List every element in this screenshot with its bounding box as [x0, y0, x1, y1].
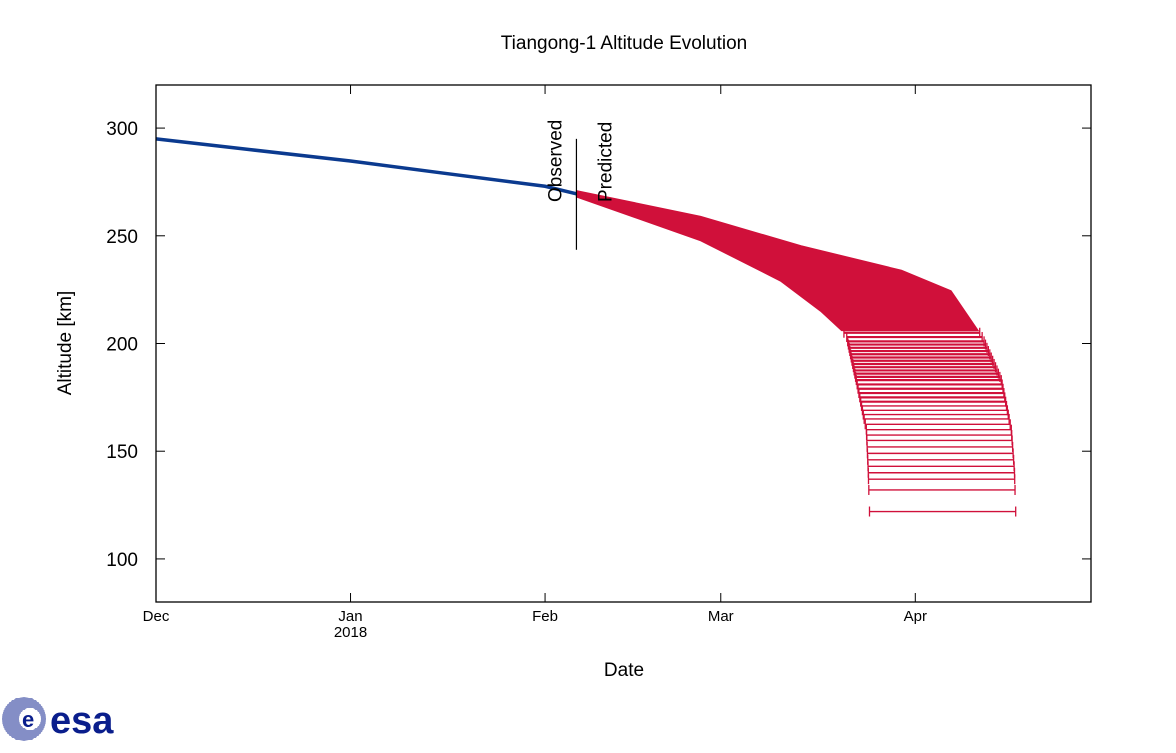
y-tick-label: 300 [106, 119, 138, 140]
predicted-level-line [861, 405, 1009, 416]
x-tick-label: Mar [708, 608, 734, 625]
predicted-level-line [867, 474, 1016, 485]
observed-series [155, 137, 577, 196]
predicted-level-line [867, 467, 1016, 478]
predicted-level-line [866, 448, 1014, 459]
predicted-level-line [868, 484, 1016, 495]
predicted-level-line [867, 461, 1015, 472]
x-axis-label: Date [604, 660, 644, 681]
predicted-level-line [866, 441, 1014, 452]
predicted-level-line [865, 424, 1012, 435]
predicted-level-line [866, 435, 1013, 446]
chart-title: Tiangong-1 Altitude Evolution [501, 33, 747, 54]
predicted-solid-region [575, 189, 980, 332]
y-tick-label: 200 [106, 335, 138, 356]
observed-line [155, 137, 577, 196]
esa-logo: e esa [2, 697, 114, 742]
predicted-label: Predicted [595, 122, 616, 202]
predicted-level-line [867, 454, 1015, 465]
x-tick-label: Apr [904, 608, 927, 625]
y-tick-label: 100 [106, 550, 138, 571]
x-tick-label: Feb [532, 608, 558, 625]
predicted-level-line [863, 413, 1010, 424]
x-tick-sublabel: 2018 [334, 624, 367, 641]
predicted-level-line [860, 400, 1008, 411]
predicted-level-line [864, 419, 1011, 430]
predicted-band [575, 189, 1017, 517]
esa-logo-e: e [22, 707, 34, 732]
observed-label: Observed [545, 120, 566, 202]
x-tick-label: Dec [143, 608, 170, 625]
predicted-level-line [868, 506, 1017, 517]
predicted-level-line [860, 396, 1007, 407]
y-tick-label: 250 [106, 227, 138, 248]
predicted-level-line [862, 409, 1009, 420]
x-tick-label: Jan [338, 608, 362, 625]
y-axis: 100 150 200 250 300 [106, 119, 1091, 571]
predicted-level-line [865, 430, 1013, 441]
y-axis-label: Altitude [km] [55, 291, 76, 396]
observed-predicted-divider: Observed Predicted [545, 120, 616, 250]
y-tick-label: 150 [106, 442, 138, 463]
esa-logo-text: esa [50, 700, 114, 742]
